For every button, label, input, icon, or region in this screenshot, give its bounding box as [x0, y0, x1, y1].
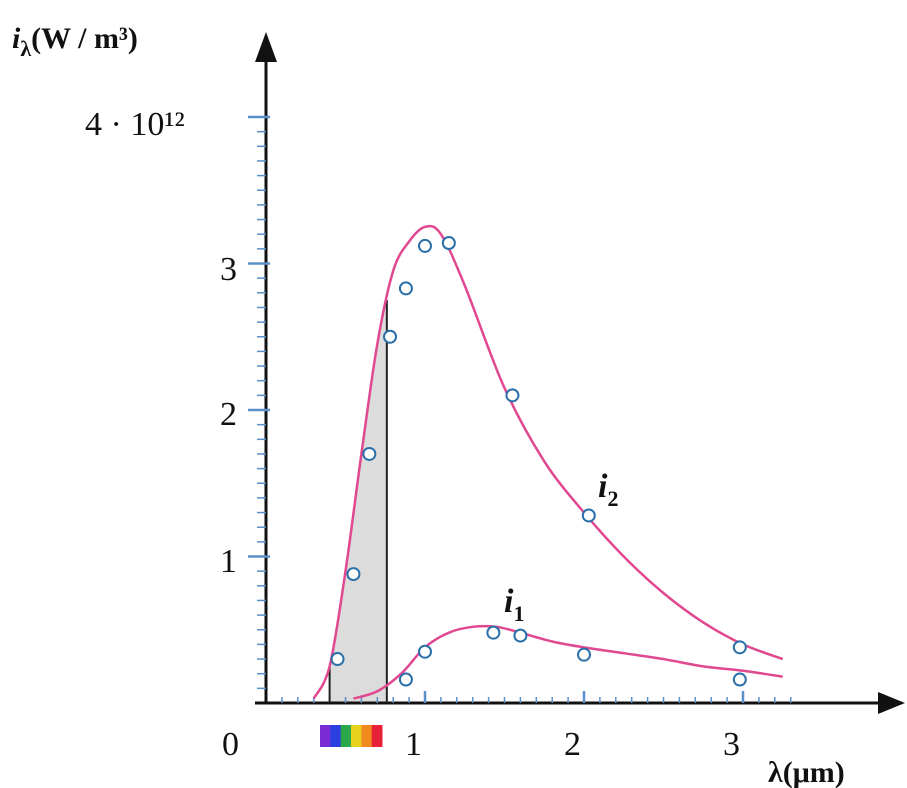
y-axis-label: iλ(W / m³)	[12, 22, 138, 61]
y-scale-label: 4 · 10¹²	[85, 106, 185, 143]
data-point-i1	[577, 647, 591, 662]
visible-band-bounds	[328, 300, 388, 703]
data-point-i1	[732, 672, 747, 687]
spectrum-band	[320, 725, 331, 747]
visible-band-area	[329, 300, 387, 703]
data-point-i2	[330, 652, 345, 667]
spectrum-band	[371, 725, 383, 747]
series-curve-i1	[353, 624, 783, 700]
spectrum-band	[351, 725, 362, 747]
y-axis-symbol: i	[12, 22, 21, 55]
data-point-i2	[362, 446, 377, 461]
data-point-i2	[346, 567, 361, 582]
series-label-i1: i1	[504, 583, 524, 626]
data-point-i2	[398, 281, 413, 296]
data-point-i1	[398, 672, 413, 687]
x-tick-label-3: 3	[723, 726, 740, 763]
data-point-i1	[486, 625, 501, 640]
series-label-i2: i2	[598, 468, 618, 511]
data-point-i2	[441, 235, 456, 250]
x-axis-arrow-icon	[878, 692, 905, 714]
x-tick-label-1: 1	[405, 726, 422, 763]
data-point-i2	[581, 508, 596, 523]
y-tick-label-3: 3	[220, 251, 237, 288]
data-point-i2	[418, 238, 432, 253]
data-point-i2	[732, 640, 747, 655]
visible-spectrum-strip	[320, 725, 383, 747]
data-point-i1	[513, 628, 528, 643]
y-tick-label-1: 1	[220, 543, 237, 580]
y-tick-label-2: 2	[220, 396, 237, 433]
spectrum-band	[340, 725, 352, 747]
x-tick-label-2: 2	[564, 726, 581, 763]
major-ticks	[248, 115, 745, 703]
y-axis-unit: (W / m³)	[31, 22, 138, 55]
origin-label: 0	[222, 726, 239, 763]
data-point-i1	[418, 644, 432, 659]
y-axis-arrow-icon	[255, 32, 277, 62]
data-point-i2	[505, 388, 520, 403]
x-axis-label: λ(μm)	[768, 756, 845, 788]
visible-band-shade	[329, 300, 387, 703]
spectrum-band	[330, 725, 342, 747]
data-point-i2	[383, 329, 398, 344]
y-axis-subscript: λ	[20, 36, 31, 61]
data-points	[330, 235, 747, 687]
spectrum-band	[361, 725, 373, 747]
